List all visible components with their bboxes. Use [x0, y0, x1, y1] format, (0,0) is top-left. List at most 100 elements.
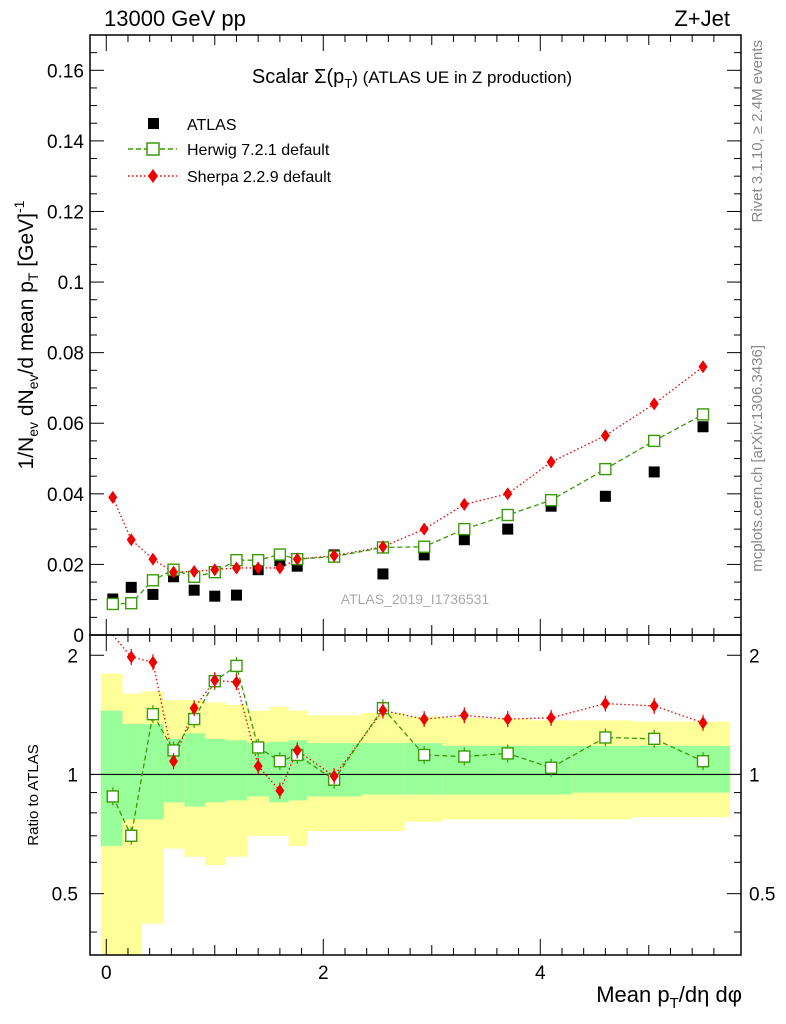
main-sherpa-point: [108, 490, 118, 504]
ratio-inner-band-segment: [184, 733, 206, 807]
main-title: Scalar Σ(pT) (ATLAS UE in Z production): [252, 66, 572, 91]
main-herwig-point: [417, 540, 431, 553]
legend-atlas-label: ATLAS: [187, 117, 237, 134]
main-y-tick-label: 0.16: [47, 61, 84, 82]
legend-herwig-label: Herwig 7.2.1 default: [187, 142, 330, 159]
main-atlas-point: [125, 581, 137, 593]
x-tick-label: 2: [318, 963, 329, 984]
main-sherpa-point: [419, 522, 429, 536]
ratio-herwig-point: [125, 829, 138, 842]
legend-herwig-marker: [146, 142, 160, 156]
main-herwig-point: [125, 597, 138, 610]
main-sherpa-point: [253, 561, 263, 575]
ratio-herwig-point: [273, 755, 287, 768]
ratio-sherpa-point: [459, 708, 469, 722]
ratio-herwig-point: [230, 659, 243, 673]
ratio-sherpa-point: [231, 675, 241, 689]
ratio-sherpa-point: [189, 701, 199, 715]
main-herwig-point: [501, 508, 514, 522]
ratio-herwig-point: [696, 755, 710, 768]
main-herwig-point: [458, 522, 471, 536]
main-herwig-point: [648, 434, 661, 448]
main-herwig-point: [599, 462, 612, 476]
ratio-inner-band-segment: [225, 740, 248, 801]
ratio-sherpa-point: [210, 673, 220, 687]
ratio-y-tick-label: 0.5: [52, 885, 78, 906]
main-herwig-point: [544, 493, 558, 507]
main-y-axis-label: 1/Nev dNev/d mean pT [GeV]-1: [11, 200, 41, 469]
ratio-herwig-point: [458, 750, 471, 763]
ratio-inner-band-segment: [205, 738, 226, 803]
main-sherpa-point: [378, 540, 388, 554]
ratio-herwig-point: [544, 761, 558, 774]
ratio-sherpa-point: [649, 699, 659, 713]
main-y-tick-label: 0.08: [47, 344, 84, 365]
ratio-y-tick-label-right: 2: [749, 646, 760, 667]
legend-sherpa-label: Sherpa 2.2.9 default: [187, 169, 332, 186]
main-sherpa-point: [459, 497, 469, 511]
ratio-herwig-point: [251, 741, 265, 754]
ratio-herwig-point: [417, 748, 431, 762]
ratio-sherpa-point: [126, 650, 136, 664]
main-atlas-point: [418, 549, 430, 561]
ratio-sherpa-point: [169, 754, 179, 768]
main-sherpa-point: [169, 565, 179, 579]
main-y-tick-label: 0.14: [47, 132, 84, 153]
main-atlas-point: [599, 490, 611, 502]
main-atlas-point: [502, 523, 514, 535]
main-sherpa-point: [649, 397, 659, 411]
main-herwig-line: [112, 413, 704, 605]
main-atlas-point: [147, 588, 159, 600]
ratio-sherpa-point: [292, 743, 302, 757]
ratio-sherpa-point: [253, 759, 263, 773]
ratio-sherpa-point: [503, 712, 513, 726]
main-sherpa-point: [329, 549, 339, 563]
main-sherpa-point: [600, 429, 610, 443]
main-sherpa-line: [112, 366, 704, 573]
x-tick-label: 0: [101, 963, 112, 984]
ratio-y-tick-label: 1: [67, 765, 78, 786]
ratio-herwig-point: [146, 707, 160, 721]
main-sherpa-point: [231, 561, 241, 575]
process-label: Z+Jet: [674, 6, 730, 31]
ratio-sherpa-point: [698, 716, 708, 730]
ratio-sherpa-point: [546, 711, 556, 725]
legend-sherpa-marker: [148, 169, 158, 183]
ratio-y-tick-label: 2: [67, 646, 78, 667]
main-herwig-point: [273, 548, 287, 561]
x-axis-label: Mean pT/dη dφ: [596, 982, 742, 1012]
ratio-sherpa-point: [275, 784, 285, 798]
ratio-y-tick-label-right: 1: [749, 765, 760, 786]
ratio-herwig-point: [501, 747, 514, 760]
main-y-tick-label: 0: [73, 626, 84, 647]
main-herwig-point: [696, 408, 710, 421]
main-atlas-point: [209, 590, 221, 602]
ratio-inner-band-segment: [632, 745, 676, 793]
main-sherpa-point: [546, 455, 556, 469]
main-atlas-point: [458, 534, 470, 546]
main-atlas-point: [188, 584, 200, 596]
main-sherpa-point: [292, 552, 302, 566]
ratio-herwig-point: [648, 732, 661, 746]
ratio-herwig-point: [106, 790, 119, 803]
ratio-inner-band-segment: [122, 724, 143, 820]
ratio-sherpa-point: [378, 704, 388, 718]
legend-atlas-marker: [148, 118, 159, 129]
main-y-tick-label: 0.04: [47, 485, 84, 506]
ratio-series: [106, 635, 710, 845]
main-herwig-point: [146, 574, 160, 587]
main-sherpa-point: [503, 487, 513, 501]
ratio-inner-band-segment: [142, 724, 164, 820]
main-atlas-point: [377, 568, 389, 580]
main-atlas-point: [291, 560, 303, 572]
main-atlas-point: [230, 589, 242, 601]
ratio-inner-band-segment: [100, 710, 123, 846]
main-sherpa-point: [275, 561, 285, 575]
legend: ATLAS Herwig 7.2.1 default Sherpa 2.2.9 …: [128, 117, 332, 186]
main-sherpa-point: [148, 552, 158, 566]
analysis-watermark: ATLAS_2019_I1736531: [341, 591, 490, 607]
ratio-sherpa-point: [148, 655, 158, 669]
main-sherpa-point: [189, 564, 199, 578]
main-atlas-point: [274, 555, 286, 567]
